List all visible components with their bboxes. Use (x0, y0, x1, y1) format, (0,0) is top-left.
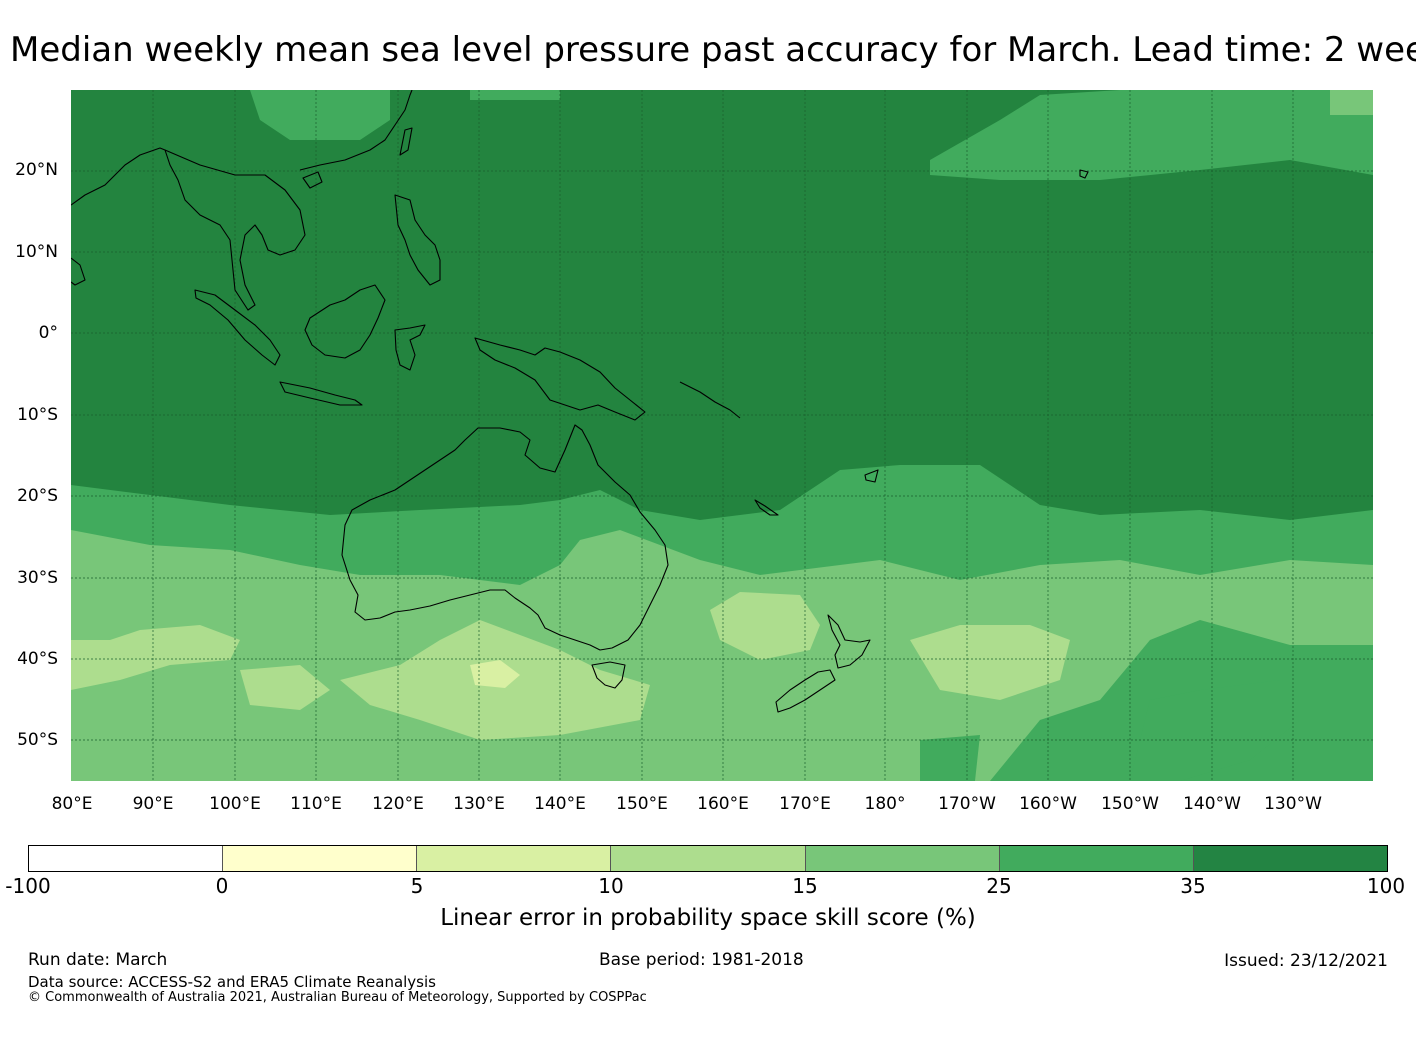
coastline-new-caledonia (754, 499, 779, 516)
lon-label-130e: 130°E (453, 794, 505, 814)
colorbar (28, 845, 1388, 872)
coastline-philippines (394, 194, 441, 286)
skill-zone-25-35-north-strip (470, 90, 560, 100)
colorbar-segment-15-25 (805, 846, 1000, 871)
colorbar-tick-0: 0 (215, 874, 229, 898)
colorbar-segment-35-100 (1193, 846, 1387, 871)
colorbar-tick-15: 15 (792, 874, 818, 898)
skill-zone-10-15-south-pacific (910, 625, 1070, 700)
lon-label-160w: 160°W (1019, 794, 1077, 814)
colorbar-segment-25-35 (999, 846, 1194, 871)
lon-label-130w: 130°W (1264, 794, 1322, 814)
skill-zone-5-10-south (470, 660, 520, 688)
skill-zone-25-35-north-pacific (930, 90, 1373, 180)
skill-zone-25-35-north-china (250, 90, 390, 140)
skill-zone-10-15-tasman (710, 592, 820, 660)
colorbar-tick-25: 25 (986, 874, 1012, 898)
lon-label-150e: 150°E (616, 794, 668, 814)
lon-label-140e: 140°E (534, 794, 586, 814)
coastline-new-zealand-north (827, 614, 871, 669)
lat-label-30s: 30°S (17, 568, 58, 588)
colorbar-tick-35: 35 (1180, 874, 1206, 898)
data-source: Data source: ACCESS-S2 and ERA5 Climate … (28, 973, 436, 991)
skill-zone-10-15-south-central (240, 665, 330, 710)
lat-label-40s: 40°S (17, 649, 58, 669)
lat-label-10n: 10°N (15, 242, 58, 262)
coastline-tasmania (591, 661, 626, 689)
coastline-south-china (299, 90, 413, 171)
copyright: © Commonwealth of Australia 2021, Austra… (28, 990, 647, 1005)
coastline-india (71, 147, 166, 286)
base-period: Base period: 1981-2018 (599, 950, 804, 970)
lat-label-20n: 20°N (15, 160, 58, 180)
lon-label-170e: 170°E (779, 794, 831, 814)
coastline-solomon (679, 381, 741, 419)
colorbar-tick-10: 10 (598, 874, 624, 898)
coastline-new-guinea (474, 337, 646, 421)
lon-label-90e: 90°E (132, 794, 174, 814)
colorbar-tick-100: 100 (1366, 874, 1406, 898)
colorbar-segment-10-15 (611, 846, 806, 871)
lon-label-160e: 160°E (697, 794, 749, 814)
lon-label-180: 180° (864, 794, 906, 814)
skill-zone-10-15-southwest (71, 625, 240, 690)
lon-label-110e: 110°E (290, 794, 342, 814)
lon-label-140w: 140°W (1183, 794, 1241, 814)
chart-title: Median weekly mean sea level pressure pa… (10, 30, 1416, 70)
lon-label-170w: 170°W (938, 794, 996, 814)
skill-zone-25-35-southern-ocean (920, 735, 980, 781)
colorbar-tick-neg100: -100 (5, 874, 51, 898)
coastline-hawaii (1079, 169, 1089, 179)
coastline-borneo (304, 284, 386, 359)
lon-label-80e: 80°E (51, 794, 93, 814)
coastline-australia (341, 424, 669, 651)
colorbar-label: Linear error in probability space skill … (440, 905, 976, 931)
skill-map (71, 90, 1373, 781)
lat-label-0: 0° (38, 323, 58, 343)
colorbar-segment-neg100-0 (29, 846, 224, 871)
lat-label-20s: 20°S (17, 486, 58, 506)
lon-label-120e: 120°E (372, 794, 424, 814)
coastline-sumatra (194, 289, 281, 366)
coastline-hainan (302, 171, 323, 189)
lat-label-10s: 10°S (17, 405, 58, 425)
coastline-new-zealand-south (775, 669, 836, 713)
skill-zone-15-25-south (71, 530, 1373, 781)
coastline-taiwan (399, 127, 413, 156)
colorbar-tick-5: 5 (410, 874, 424, 898)
colorbar-segment-0-5 (223, 846, 418, 871)
issued-date: Issued: 23/12/2021 (1224, 951, 1388, 971)
lon-label-150w: 150°W (1101, 794, 1159, 814)
coastline-java (279, 381, 363, 406)
map-gridlines (71, 90, 1373, 781)
lon-label-100e: 100°E (209, 794, 261, 814)
coastline-sulawesi (394, 324, 426, 371)
lat-label-50s: 50°S (17, 730, 58, 750)
coastline-indochina (164, 149, 306, 311)
skill-zone-25-35-southeast (1130, 680, 1300, 781)
skill-zone-15-25-northeast (1330, 90, 1373, 115)
run-date: Run date: March (28, 950, 168, 970)
coastline-fiji (864, 469, 879, 483)
colorbar-segment-5-10 (417, 846, 612, 871)
